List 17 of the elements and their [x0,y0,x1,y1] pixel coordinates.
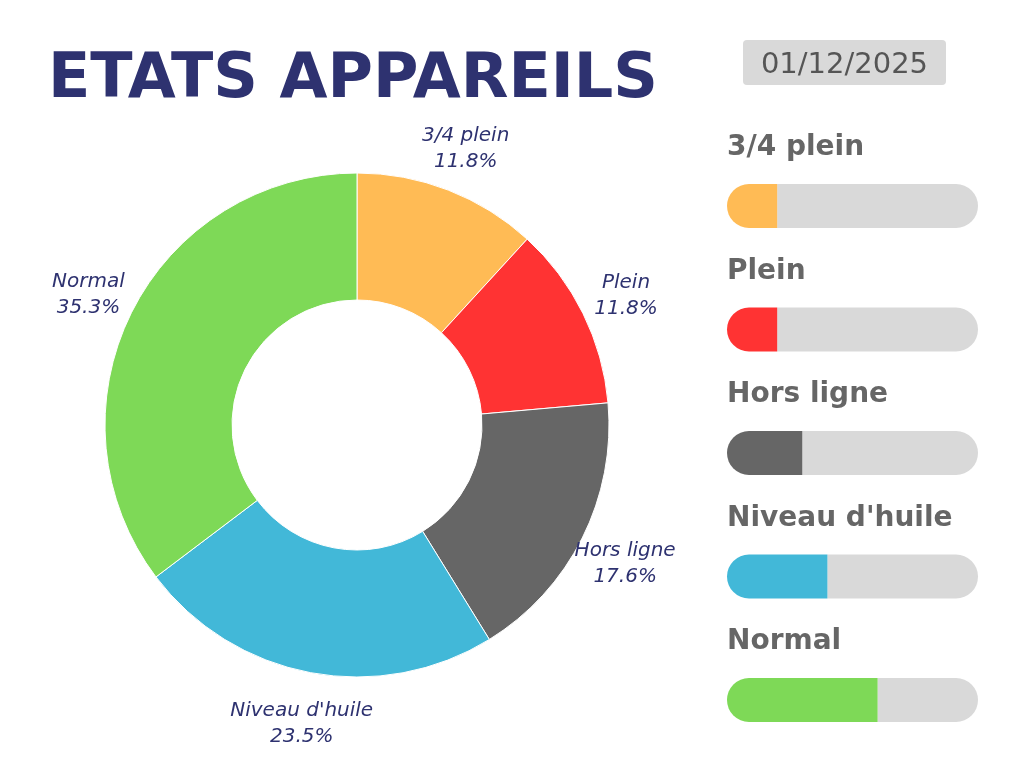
data-label: 23.5% [269,722,334,747]
slice-label: Normal [52,268,126,293]
y-tick-label: Niveau d'huile [727,499,953,533]
data-label: 35.3% [56,294,121,319]
slice-label: Plein [601,269,651,294]
chart-title: ETATS APPAREILS [48,39,659,112]
data-label: 11.8% [594,295,658,320]
y-tick-label: Hors ligne [727,376,889,409]
slice-label: Hors ligne [574,536,676,561]
y-tick-label: 3/4 plein [727,129,865,162]
data-label: 11.8% [433,148,498,173]
slice-label: 3/4 plein [422,122,510,147]
text: 01/12/2025 [760,46,929,80]
data-label: 17.6% [593,562,657,587]
y-tick-label: Normal [727,623,842,656]
slice-label: Niveau d'huile [230,696,374,721]
y-tick-label: Plein [727,252,806,286]
